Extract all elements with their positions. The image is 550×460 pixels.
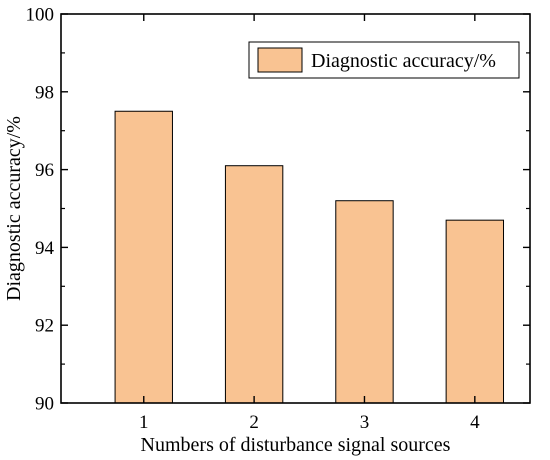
bar-1 xyxy=(114,110,173,404)
bar-4 xyxy=(445,219,505,404)
legend: Diagnostic accuracy/% xyxy=(248,41,520,79)
x-tick-label: 4 xyxy=(470,412,480,433)
plot-area-frame xyxy=(60,13,531,404)
legend-swatch xyxy=(257,47,303,73)
x-tick-label: 2 xyxy=(249,412,259,433)
legend-label: Diagnostic accuracy/% xyxy=(311,50,496,72)
y-tick-label: 90 xyxy=(35,394,54,415)
x-tick-label: 3 xyxy=(360,412,370,433)
y-tick-label: 96 xyxy=(35,160,54,181)
x-tick-label: 1 xyxy=(139,412,149,433)
bar-2 xyxy=(224,165,284,404)
y-tick-label: 100 xyxy=(26,5,55,26)
y-axis-title: Diagnostic accuracy/% xyxy=(3,116,25,301)
bar-3 xyxy=(335,200,394,404)
y-tick-label: 92 xyxy=(35,316,54,337)
x-axis-title: Numbers of disturbance signal sources xyxy=(141,434,451,456)
y-tick-label: 98 xyxy=(35,82,54,103)
y-axis-ticks: 90 92 94 96 98 100 xyxy=(26,5,530,415)
x-axis-ticks: 1 2 3 4 xyxy=(139,14,480,433)
y-tick-label: 94 xyxy=(35,238,55,259)
bars-group xyxy=(114,110,505,404)
